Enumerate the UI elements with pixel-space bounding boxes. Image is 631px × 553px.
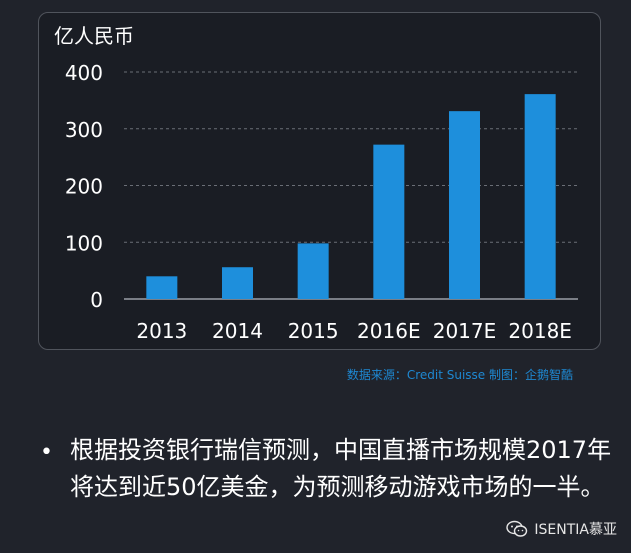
y-tick-label: 400	[65, 61, 103, 85]
bar-2017E	[449, 111, 480, 299]
bar-chart: 0 100 200 300 400 2013 2014 2015 2016E 2017E 2018E	[65, 61, 578, 343]
bullet-text: 根据投资银行瑞信预测，中国直播市场规模2017年将达到近50亿美金，为预测移动游…	[70, 436, 612, 501]
wechat-icon	[506, 520, 528, 537]
x-tick-label: 2015	[288, 319, 339, 343]
x-tick-label: 2018E	[508, 319, 572, 343]
bar-2018E	[524, 94, 556, 299]
bar-2016E	[373, 144, 405, 299]
x-tick-label: 2017E	[433, 319, 497, 343]
x-tick-label: 2013	[136, 319, 187, 343]
bullet-point: •	[40, 440, 53, 465]
y-tick-label: 300	[65, 118, 103, 142]
watermark-text: ISENTIA慕亚	[534, 522, 617, 538]
watermark: ISENTIA慕亚	[506, 519, 617, 539]
x-tick-label: 2016E	[357, 319, 421, 343]
y-unit-label: 亿人民币	[54, 24, 134, 48]
bar-2013	[146, 276, 178, 299]
bar-2015	[297, 243, 329, 299]
source-note: 数据来源：Credit Suisse 制图：企鹅智酷	[346, 368, 573, 382]
y-tick-label: 0	[90, 288, 103, 312]
x-tick-label: 2014	[212, 319, 263, 343]
y-tick-label: 200	[65, 175, 103, 199]
bar-2014	[222, 267, 253, 299]
y-tick-label: 100	[65, 231, 103, 255]
